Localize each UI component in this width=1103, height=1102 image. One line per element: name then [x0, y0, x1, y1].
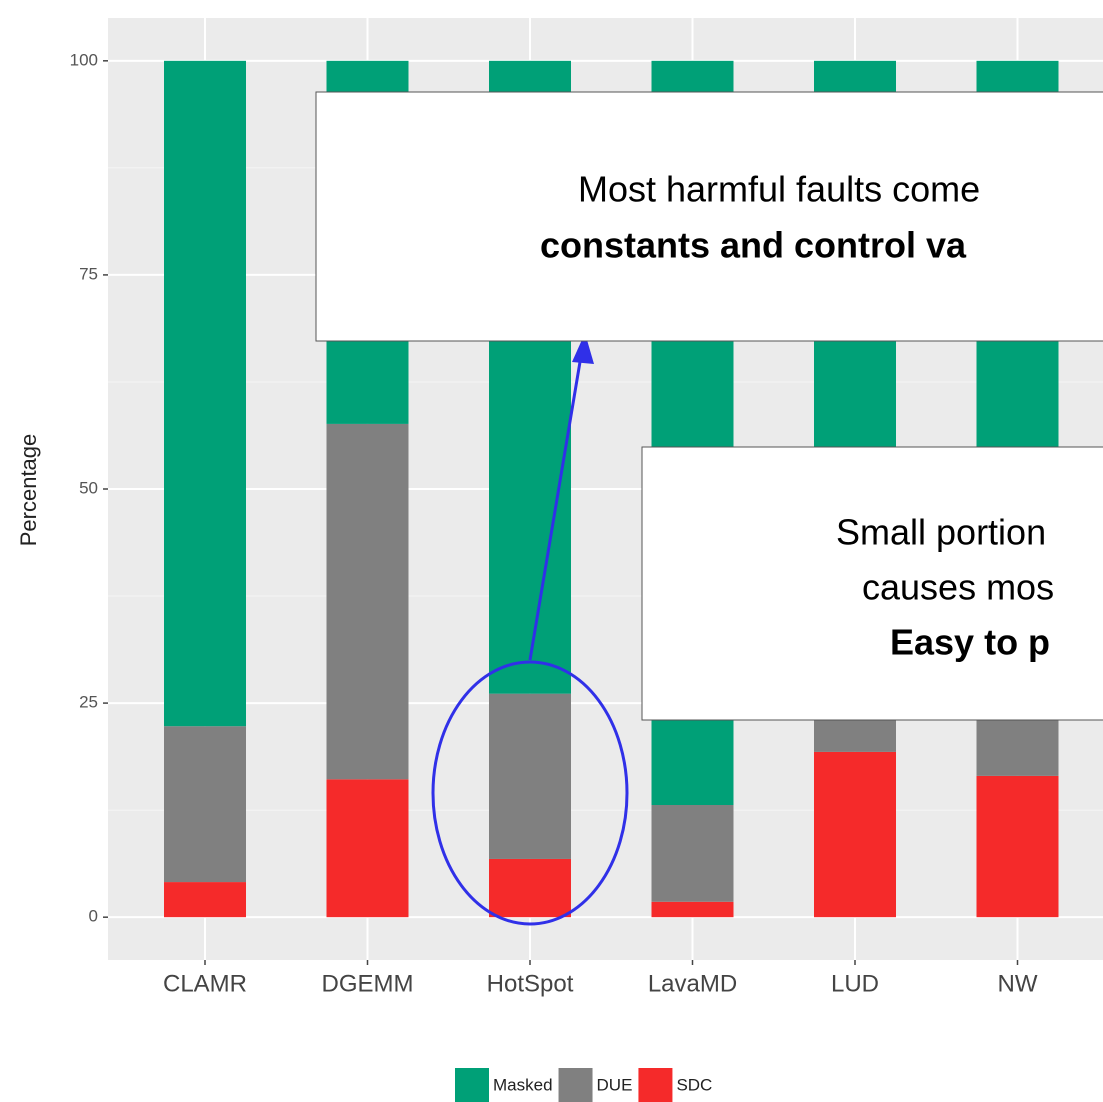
x-tick-label: HotSpot	[487, 970, 574, 997]
bar-segment	[651, 901, 734, 918]
bar-segment	[489, 693, 571, 859]
y-tick-label: 75	[79, 264, 98, 283]
y-tick-label: 100	[70, 50, 98, 69]
bar-segment	[326, 779, 409, 918]
y-axis-title: Percentage	[16, 434, 41, 547]
annotation-text: causes mos	[862, 567, 1054, 608]
highlight-ellipse	[431, 660, 629, 926]
arrow-line	[528, 349, 584, 661]
bar-segment	[489, 858, 571, 918]
legend-swatch	[558, 1068, 593, 1102]
legend-label: DUE	[597, 1075, 633, 1094]
bar-segment	[814, 751, 896, 918]
legend-swatch	[638, 1068, 673, 1102]
bar-segment	[326, 423, 409, 780]
x-tick-label: LUD	[831, 970, 879, 997]
bar-segment	[976, 775, 1059, 918]
annotation-text: Small portion	[836, 512, 1046, 553]
annotation-text: constants and control va	[540, 225, 967, 266]
legend-label: Masked	[493, 1075, 553, 1094]
annotation-box	[315, 91, 1103, 342]
y-tick-label: 25	[79, 693, 98, 712]
annotation-text: Most harmful faults come	[578, 169, 980, 210]
x-tick-label: LavaMD	[648, 970, 737, 997]
legend-swatch	[455, 1068, 489, 1102]
x-tick-label: NW	[998, 970, 1038, 997]
y-tick-label: 50	[79, 478, 98, 497]
x-tick-label: DGEMM	[322, 970, 414, 997]
legend-label: SDC	[676, 1075, 712, 1094]
arrow-head	[572, 333, 594, 364]
annotation-box	[641, 446, 1103, 721]
x-tick-label: CLAMR	[163, 970, 247, 997]
legend: Masked DUE SDC	[455, 1068, 712, 1102]
bar-segment	[164, 726, 246, 883]
bar-segment	[651, 804, 734, 902]
y-tick-label: 0	[89, 907, 98, 926]
bar-segment	[164, 882, 246, 918]
annotation-text: Easy to p	[890, 622, 1050, 663]
bar-segment	[164, 60, 246, 727]
